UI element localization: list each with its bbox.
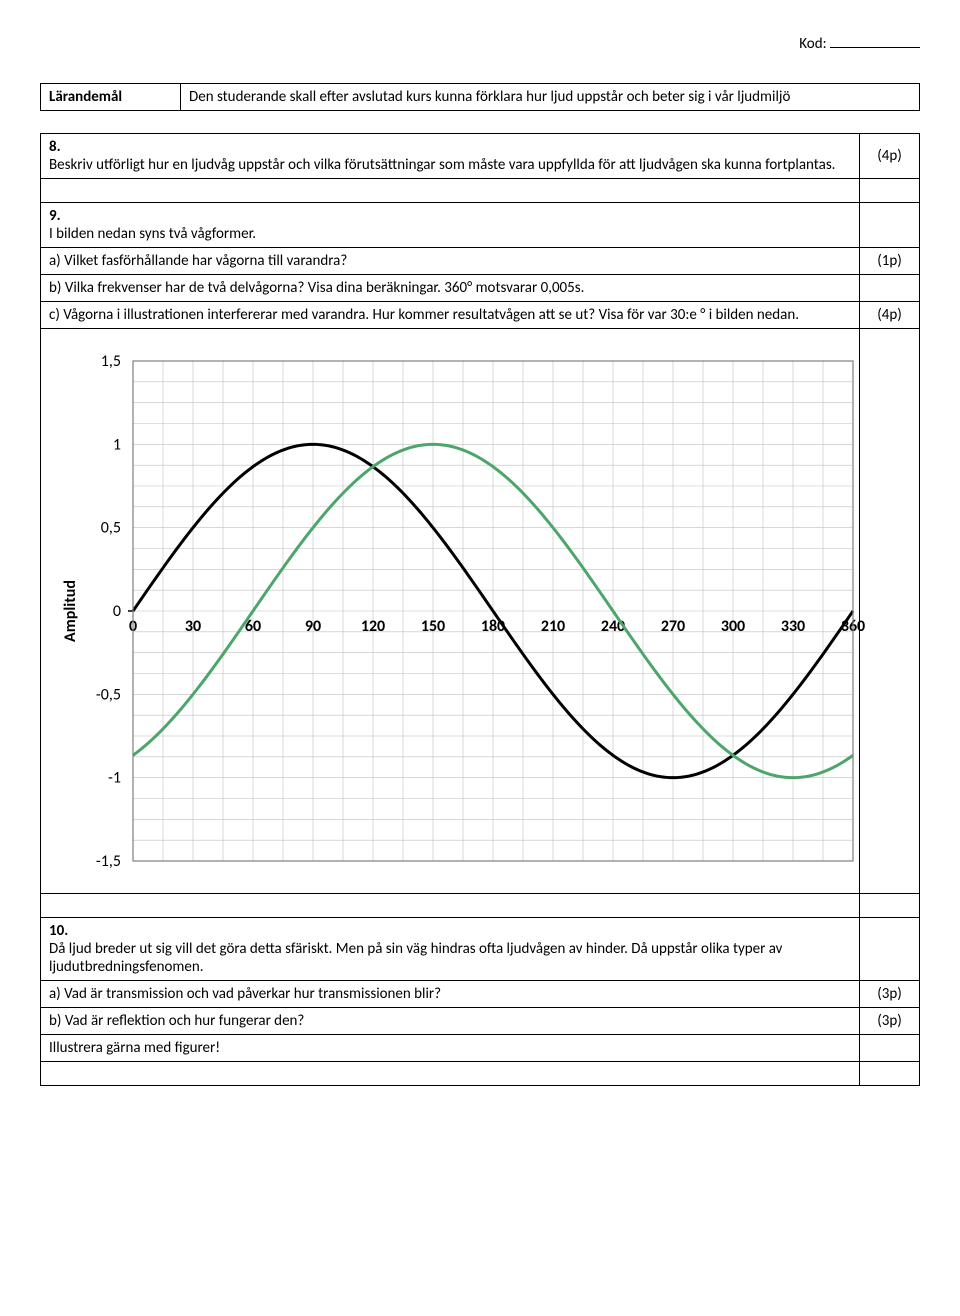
svg-text:210: 210 [541,617,565,636]
svg-text:330: 330 [781,617,805,636]
spacer [41,894,860,918]
q10-intro: Då ljud breder ut sig vill det göra dett… [49,940,782,976]
svg-text:-1: -1 [108,769,121,788]
svg-text:240: 240 [601,617,625,636]
larandemal-text: Den studerande skall efter avslutad kurs… [181,84,920,111]
svg-text:-1,5: -1,5 [96,852,121,871]
spacer [860,179,920,203]
q9a-text: a) Vilket fasförhållande har vågorna til… [41,248,860,275]
svg-text:Amplitud: Amplitud [61,580,80,642]
wave-chart: -1,5-1-0,500,511,50306090120150180210240… [53,341,873,881]
q9c-text: c) Vågorna i illustrationen interfererar… [41,302,860,329]
spacer [860,894,920,918]
q9b-text: b) Vilka frekvenser har de två delvågorn… [41,275,860,302]
q8-num: 8. [49,138,61,156]
spacer [860,918,920,981]
spacer [41,179,860,203]
svg-text:150: 150 [421,617,445,636]
q10-footer: Illustrera gärna med figurer! [41,1035,860,1062]
q9-intro: I bilden nedan syns två vågformer. [49,225,256,243]
q8-cell: 8. Beskriv utförligt hur en ljudvåg upps… [41,134,860,179]
svg-text:120: 120 [361,617,385,636]
svg-text:1: 1 [113,435,121,454]
q10a-points: (3p) [860,981,920,1008]
chart-wrap: -1,5-1-0,500,511,50306090120150180210240… [49,333,851,889]
svg-text:300: 300 [721,617,745,636]
svg-text:-0,5: -0,5 [96,685,121,704]
spacer [860,1035,920,1062]
spacer [860,275,920,302]
q10-num: 10. [49,922,68,940]
q10-header: 10. Då ljud breder ut sig vill det göra … [41,918,860,981]
svg-text:180: 180 [481,617,505,636]
kod-label: Kod: [799,35,826,53]
spacer [41,1062,860,1086]
svg-text:90: 90 [305,617,321,636]
q9-num: 9. [49,207,61,225]
svg-text:30: 30 [185,617,201,636]
q10a-text: a) Vad är transmission och vad påverkar … [41,981,860,1008]
kod-input-line [830,30,920,48]
q9-header: 9. I bilden nedan syns två vågformer. [41,203,860,248]
svg-text:0,5: 0,5 [101,519,121,538]
q9a-points: (1p) [860,248,920,275]
svg-text:0: 0 [113,602,121,621]
spacer [860,1062,920,1086]
q8-points: (4p) [860,134,920,179]
q10b-text: b) Vad är reflektion och hur fungerar de… [41,1008,860,1035]
q8-text: Beskriv utförligt hur en ljudvåg uppstår… [49,156,835,174]
larandemal-label: Lärandemål [41,84,181,111]
question-table: 8. Beskriv utförligt hur en ljudvåg upps… [40,133,920,1086]
q9c-points: (4p) [860,302,920,329]
kod-row: Kod: [40,30,920,53]
svg-text:1,5: 1,5 [101,352,121,371]
q10b-points: (3p) [860,1008,920,1035]
spacer [860,329,920,894]
svg-text:270: 270 [661,617,685,636]
spacer [860,203,920,248]
chart-cell: -1,5-1-0,500,511,50306090120150180210240… [41,329,860,894]
larandemal-table: Lärandemål Den studerande skall efter av… [40,83,920,111]
